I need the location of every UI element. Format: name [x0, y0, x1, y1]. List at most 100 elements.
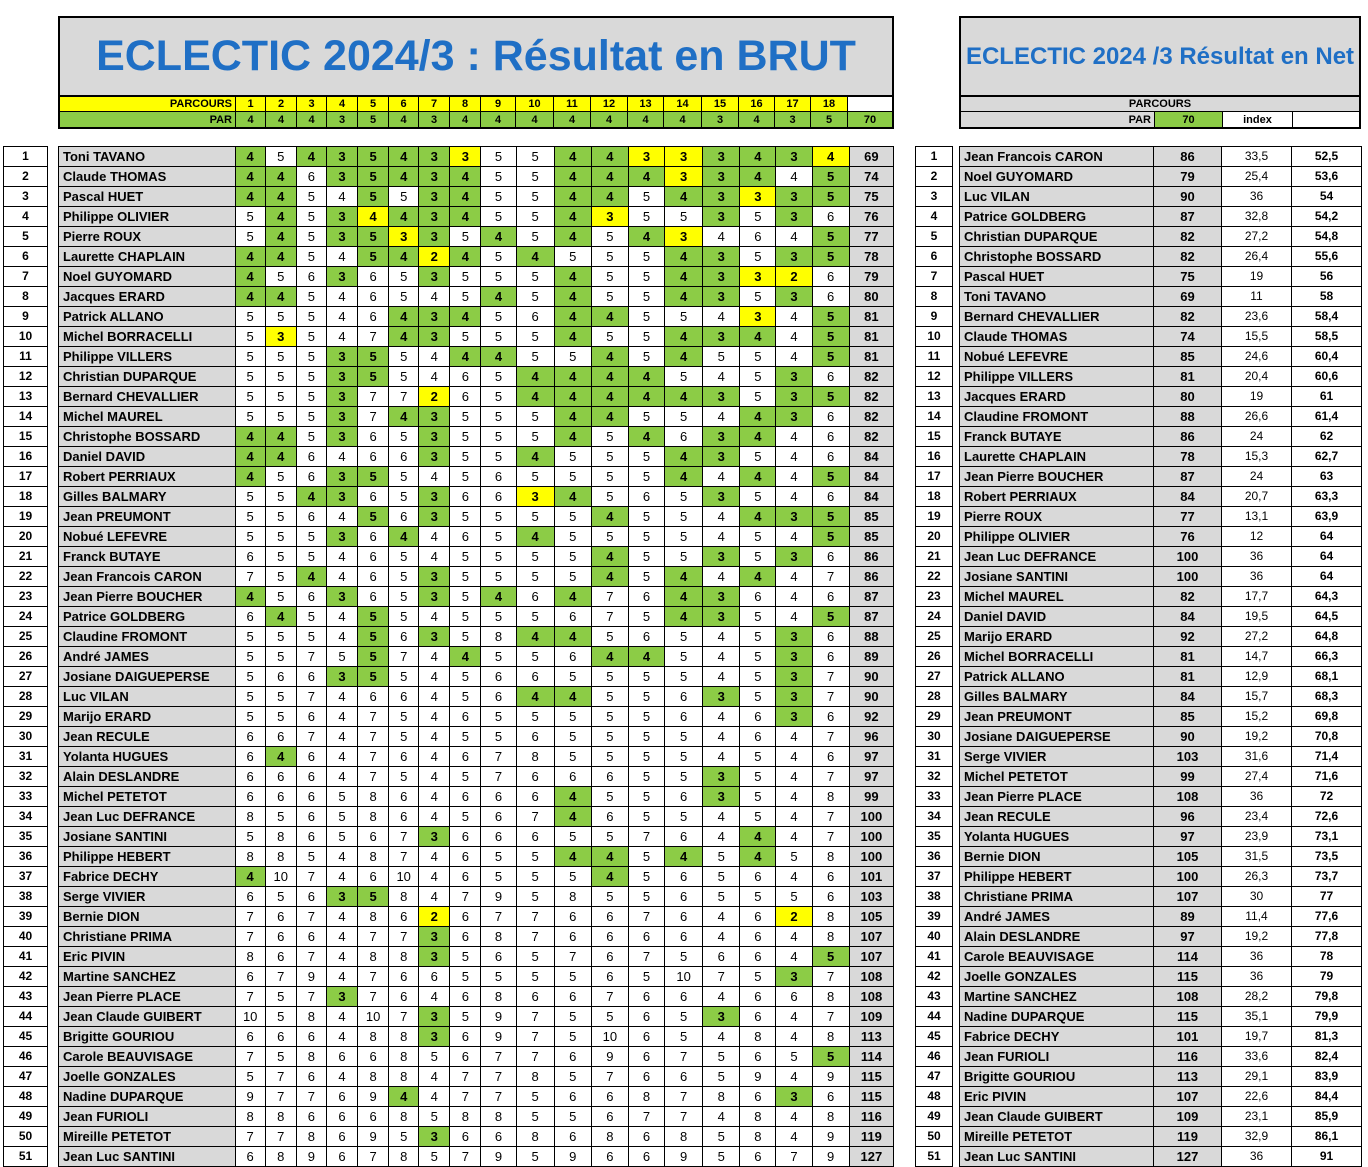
hole-score: 6	[739, 1006, 777, 1027]
hole-score: 6	[590, 766, 629, 787]
hole-score: 6	[234, 606, 266, 627]
hole-score: 6	[449, 706, 482, 727]
rank-cell: 24	[3, 606, 48, 627]
hole-score: 4	[553, 186, 592, 207]
net-player-name: André JAMES	[959, 906, 1154, 927]
hole-score: 5	[388, 426, 420, 447]
hole-score: 6	[264, 726, 297, 747]
net-rank-cell: 41	[915, 946, 953, 967]
hole-score: 5	[553, 1106, 592, 1127]
rank-cell: 34	[3, 806, 48, 827]
hole-score: 5	[627, 206, 666, 227]
net-rank-row: 1	[915, 146, 953, 167]
net-score: 64	[1291, 546, 1362, 567]
hole-score: 6	[449, 926, 482, 947]
net-player-row: Yolanta HUGUES 97 23,9 73,1	[959, 826, 1362, 847]
rank-cell: 51	[3, 1146, 48, 1167]
hole-score: 6	[295, 586, 327, 607]
hole-score: 8	[388, 886, 420, 907]
hole-score: 6	[295, 806, 327, 827]
hole-score: 6	[739, 726, 777, 747]
net-rank-row: 22	[915, 566, 953, 587]
rank-row: 24	[3, 606, 48, 627]
player-row: Franck BUTAYE 6 5 5 4 6 5 4 5 5 5 5 4 5 5 3 5 3 6 86	[58, 546, 895, 567]
hole-score: 3	[449, 146, 482, 167]
hole-score: 5	[449, 586, 482, 607]
net-score: 63,9	[1291, 506, 1362, 527]
player-name: Jean Pierre BOUCHER	[58, 586, 236, 607]
hole-score: 5	[739, 206, 777, 227]
hole-score: 4	[325, 506, 359, 527]
net-brut-score: 97	[1153, 826, 1222, 847]
hole-score: 4	[325, 446, 359, 467]
hole-score: 5	[515, 166, 555, 187]
hole-score: 5	[553, 506, 592, 527]
net-rank-cell: 34	[915, 806, 953, 827]
total-score: 100	[848, 826, 895, 847]
hole-score: 9	[480, 1006, 517, 1027]
hole-score: 3	[418, 1026, 451, 1047]
hole-score: 4	[627, 166, 666, 187]
hole-score: 6	[590, 966, 629, 987]
hole-score: 4	[553, 326, 592, 347]
hole-score: 6	[234, 966, 266, 987]
player-row: Philippe OLIVIER 5 4 5 3 4 4 3 4 5 5 4 3 5 5 3 5 3 6 76	[58, 206, 895, 227]
net-score: 60,6	[1291, 366, 1362, 387]
net-index: 23,4	[1221, 806, 1292, 827]
hole-score: 3	[775, 406, 813, 427]
hole-par: 4	[591, 112, 628, 127]
net-rank-cell: 51	[915, 1146, 953, 1167]
hole-score: 3	[664, 146, 704, 167]
net-score: 77	[1291, 886, 1362, 907]
hole-score: 8	[357, 1066, 390, 1087]
hole-score: 5	[739, 246, 777, 267]
hole-score: 4	[702, 806, 741, 827]
net-rank-row: 37	[915, 866, 953, 887]
hole-score: 5	[590, 826, 629, 847]
hole-score: 6	[590, 1086, 629, 1107]
net-player-name: Michel PETETOT	[959, 766, 1154, 787]
player-name: Nadine DUPARQUE	[58, 1086, 236, 1107]
net-rank-cell: 2	[915, 166, 953, 187]
hole-score: 4	[388, 146, 420, 167]
hole-score: 5	[295, 406, 327, 427]
total-score: 79	[848, 266, 895, 287]
hole-score: 4	[775, 926, 813, 947]
net-rank-cell: 36	[915, 846, 953, 867]
hole-score: 4	[702, 666, 741, 687]
hole-score: 5	[775, 1046, 813, 1067]
hole-score: 8	[480, 926, 517, 947]
hole-score: 4	[388, 406, 420, 427]
hole-score: 4	[480, 286, 517, 307]
hole-score: 5	[515, 966, 555, 987]
hole-score: 5	[515, 206, 555, 227]
hole-number: 6	[389, 97, 419, 111]
net-rank-row: 9	[915, 306, 953, 327]
hole-score: 4	[702, 906, 741, 927]
rank-cell: 15	[3, 426, 48, 447]
net-player-name: Jean FURIOLI	[959, 1046, 1154, 1067]
player-row: Michel PETETOT 6 6 6 5 8 6 4 6 6 6 4 5 5 6 3 5 4 8 99	[58, 786, 895, 807]
net-score: 64	[1291, 526, 1362, 547]
hole-score: 4	[590, 366, 629, 387]
hole-score: 6	[739, 906, 777, 927]
hole-score: 5	[515, 146, 555, 167]
hole-score: 5	[627, 266, 666, 287]
hole-score: 4	[325, 866, 359, 887]
net-brut-score: 86	[1153, 426, 1222, 447]
hole-score: 6	[627, 1026, 666, 1047]
hole-score: 4	[264, 746, 297, 767]
hole-score: 6	[739, 866, 777, 887]
net-score: 60,4	[1291, 346, 1362, 367]
net-rank-row: 50	[915, 1126, 953, 1147]
hole-score: 6	[515, 726, 555, 747]
hole-score: 6	[553, 986, 592, 1007]
net-index: 29,1	[1221, 1066, 1292, 1087]
total-score: 77	[848, 226, 895, 247]
hole-score: 4	[590, 346, 629, 367]
total-score: 85	[848, 526, 895, 547]
hole-score: 5	[388, 286, 420, 307]
hole-score: 6	[775, 986, 813, 1007]
hole-score: 4	[388, 166, 420, 187]
net-player-row: Philippe OLIVIER 76 12 64	[959, 526, 1362, 547]
